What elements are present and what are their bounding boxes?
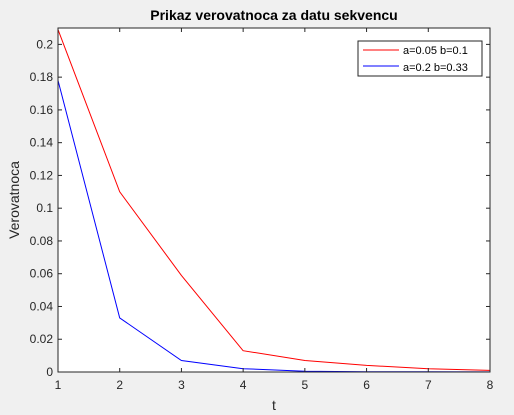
plot-area [58, 28, 490, 372]
x-tick-label: 3 [178, 378, 185, 392]
y-tick-label: 0.2 [36, 37, 53, 51]
y-tick-label: 0.18 [30, 70, 54, 84]
y-tick-label: 0.08 [30, 234, 54, 248]
legend-label-series-1: a=0.05 b=0.1 [403, 45, 468, 57]
x-tick-label: 6 [363, 378, 370, 392]
y-tick-label: 0.14 [30, 136, 54, 150]
y-tick-label: 0.16 [30, 103, 54, 117]
x-tick-label: 7 [425, 378, 432, 392]
legend-box [357, 40, 483, 77]
y-tick-label: 0.02 [30, 332, 54, 346]
ticks-layer: 1 2 3 4 5 6 7 8 0 0.02 0.04 0.06 0.08 0.1 0.12 0.14 0.16… [30, 28, 494, 392]
x-tick-label: 1 [55, 378, 62, 392]
y-tick-label: 0.06 [30, 267, 54, 281]
y-axis-label: Verovatnoca [6, 161, 22, 239]
x-axis-label: t [272, 397, 276, 413]
y-tick-label: 0.04 [30, 299, 54, 313]
y-tick-label: 0.1 [36, 201, 53, 215]
legend-label-series-2: a=0.2 b=0.33 [403, 62, 468, 74]
chart-title: Prikaz verovatnoca za datu sekvencu [150, 7, 397, 23]
x-tick-label: 2 [116, 378, 123, 392]
plot-frame [57, 27, 491, 373]
x-tick-label: 8 [487, 378, 494, 392]
y-tick-label: 0 [46, 365, 53, 379]
x-tick-label: 4 [240, 378, 247, 392]
y-tick-label: 0.12 [30, 168, 54, 182]
x-tick-label: 5 [302, 378, 309, 392]
series-line-1 [57, 29, 491, 371]
legend: a=0.05 b=0.1 a=0.2 b=0.33 [357, 40, 483, 77]
